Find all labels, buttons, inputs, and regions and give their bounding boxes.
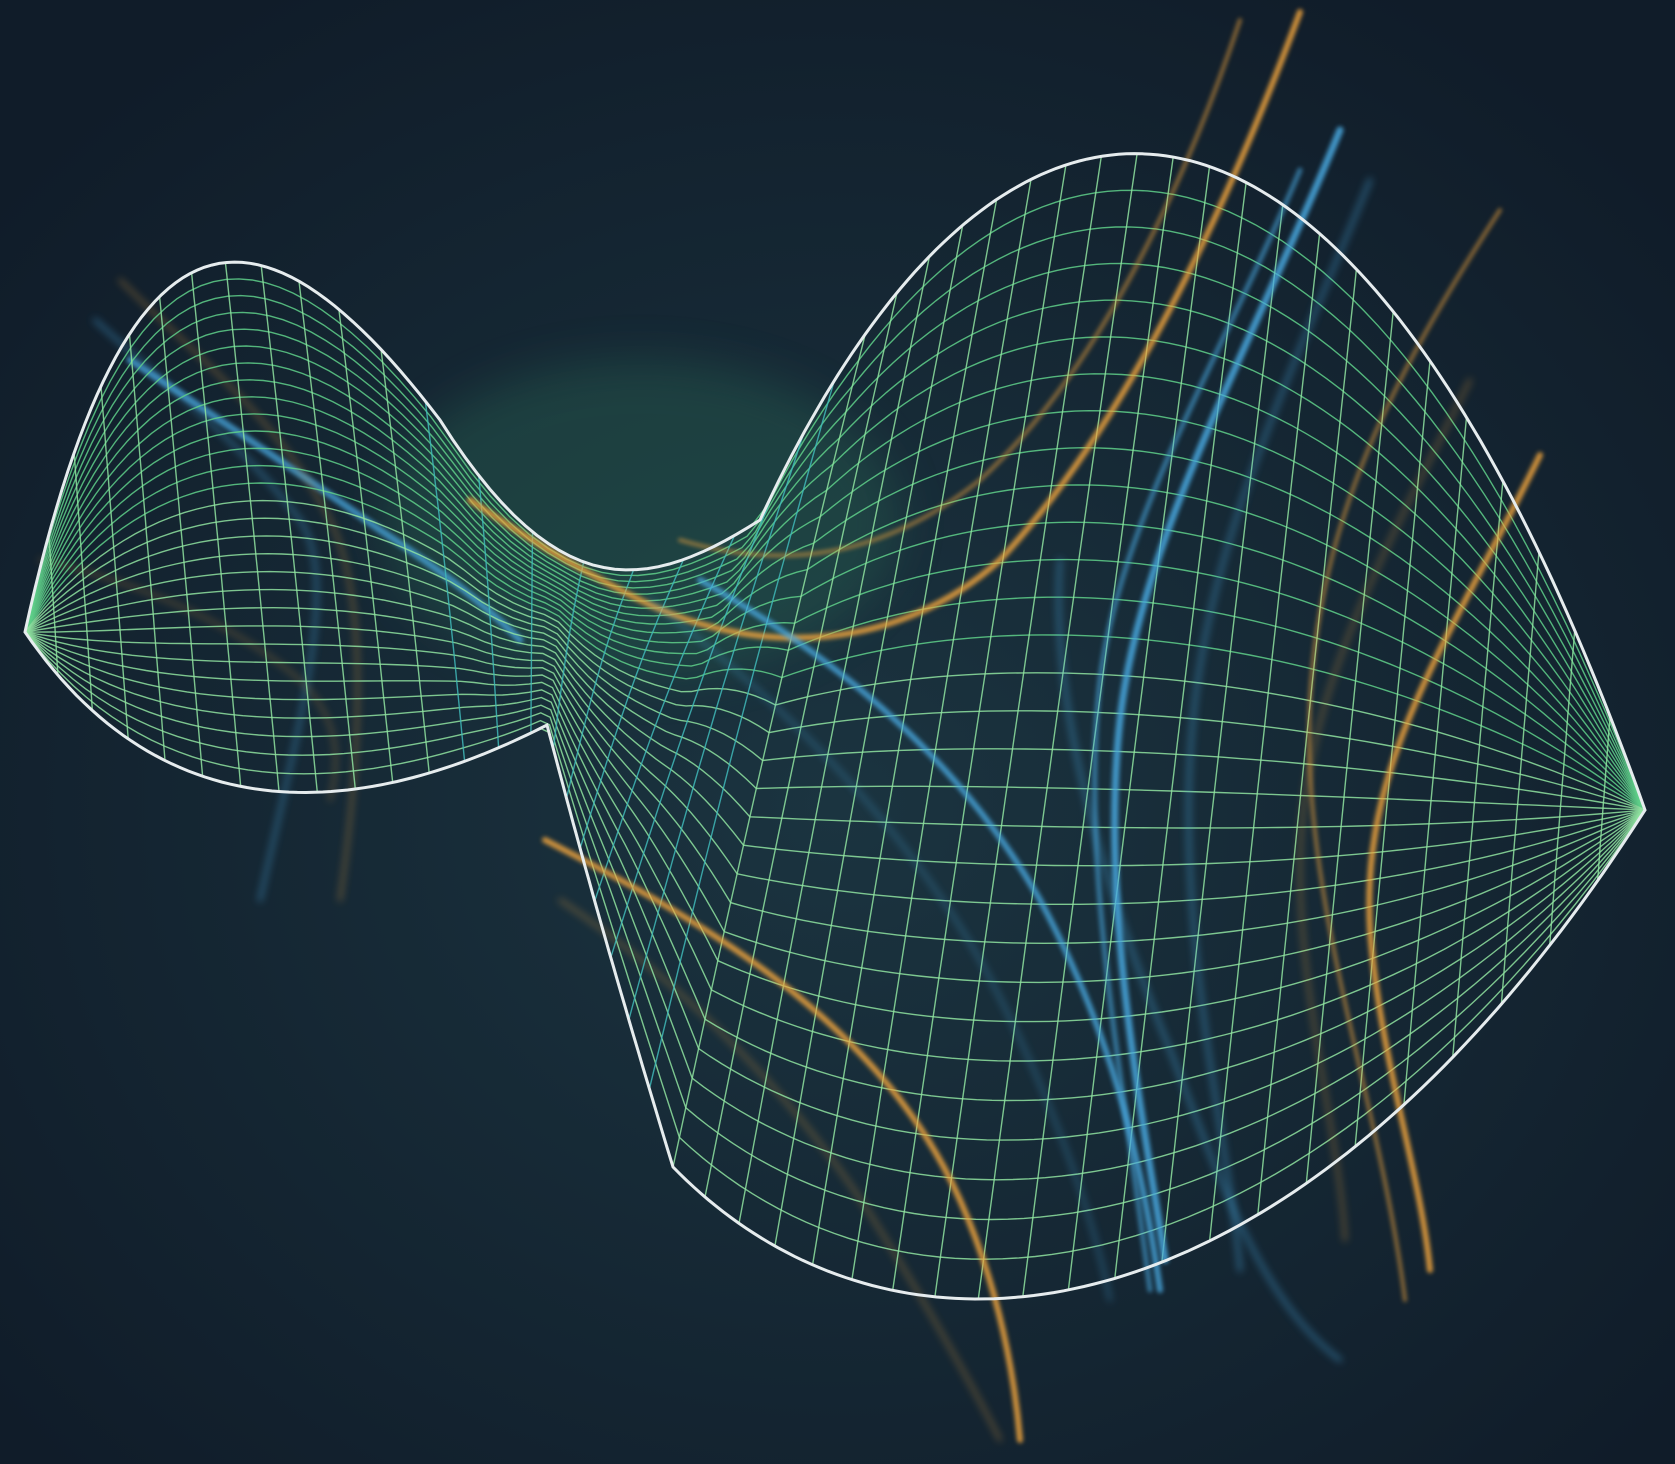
streamline xyxy=(542,837,1023,1443)
mesh-line-u xyxy=(530,531,534,734)
mesh-line-u xyxy=(977,153,1138,1300)
mesh-line-u xyxy=(934,156,1102,1297)
streamline xyxy=(1298,378,1472,1242)
mesh-line-u xyxy=(1549,630,1576,946)
mesh-line-u xyxy=(892,164,1067,1291)
mesh-line-u xyxy=(1208,233,1321,1241)
surface-outline xyxy=(23,152,1647,1301)
mesh-line-u xyxy=(1257,269,1358,1215)
mesh-line-u xyxy=(478,475,500,748)
mesh-line-u xyxy=(260,265,318,793)
mesh-line-u xyxy=(1500,551,1540,1005)
streamline xyxy=(558,898,1002,1442)
wireframe-mesh xyxy=(24,152,1646,1300)
mesh-line-u xyxy=(552,561,585,749)
mesh-line-u xyxy=(565,569,635,799)
streamline xyxy=(697,577,1163,1293)
streamline xyxy=(1307,208,1502,1302)
mesh-line-u xyxy=(1305,311,1394,1184)
mesh-line-u xyxy=(610,488,776,958)
streamline xyxy=(1186,178,1372,1272)
streamline xyxy=(1092,167,1303,1293)
mesh-line-u xyxy=(1596,716,1611,881)
mesh-line-u xyxy=(579,559,685,849)
mesh-line-u xyxy=(48,534,59,676)
streamlines-foreground xyxy=(467,9,1543,1443)
mesh-line-u xyxy=(1067,166,1211,1290)
mesh-line-u xyxy=(1403,417,1468,1105)
mesh-line-u xyxy=(224,262,280,792)
mesh-line-u xyxy=(1452,480,1504,1058)
mesh-line-u xyxy=(128,334,166,761)
streamline xyxy=(1056,558,1342,1362)
mesh-line-u xyxy=(338,309,394,783)
mesh-line-u xyxy=(380,349,430,774)
mesh-line-u xyxy=(704,292,898,1198)
mesh-line-u xyxy=(851,179,1032,1280)
mesh-line-u xyxy=(738,256,931,1224)
streamline xyxy=(467,9,1303,641)
streamline xyxy=(1111,126,1344,1264)
streamline xyxy=(648,598,1112,1302)
mesh-line-u xyxy=(1354,360,1431,1147)
mesh-line-u xyxy=(190,272,242,787)
streamline xyxy=(118,278,359,902)
streamline xyxy=(678,18,1242,558)
mesh-line-u xyxy=(648,380,835,1090)
mesh-line-u xyxy=(424,401,466,762)
mesh-line-u xyxy=(774,225,964,1247)
streamline xyxy=(1366,452,1543,1273)
mesh-line-u xyxy=(298,281,356,790)
mesh-line-u xyxy=(628,432,805,1020)
mesh-line-u xyxy=(73,452,94,711)
streamline xyxy=(38,558,338,802)
mesh-line-u xyxy=(672,334,866,1168)
mesh-line-u xyxy=(100,386,129,739)
mesh-line-u xyxy=(158,296,204,777)
mesh-line-u xyxy=(811,199,998,1265)
center-glow xyxy=(380,360,900,680)
